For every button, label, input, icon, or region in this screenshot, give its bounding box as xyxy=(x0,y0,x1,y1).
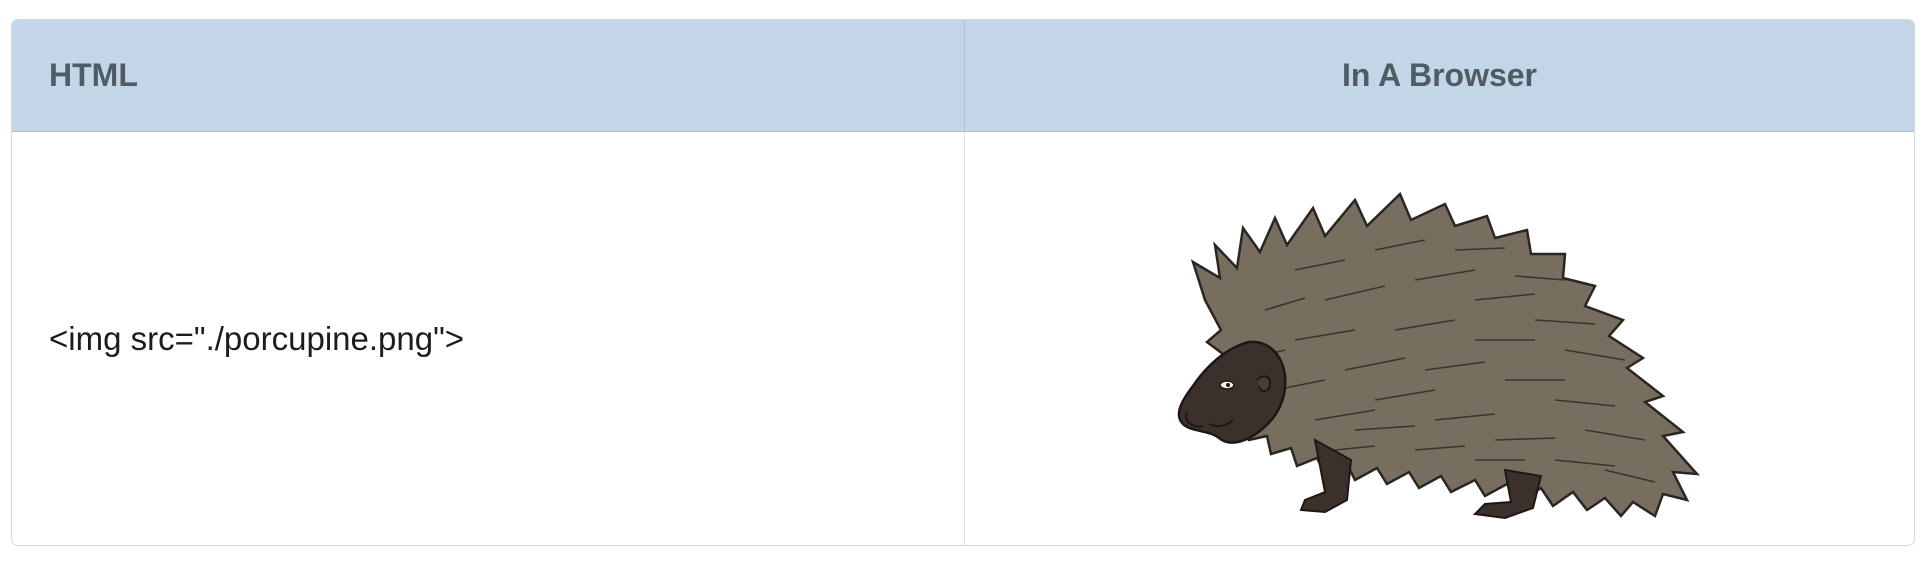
comparison-table: HTML In A Browser <img src="./porcupine.… xyxy=(11,19,1915,546)
porcupine-quills xyxy=(1190,191,1701,518)
header-in-a-browser: In A Browser xyxy=(1342,57,1537,93)
porcupine-pupil xyxy=(1226,383,1230,387)
code-cell: <img src="./porcupine.png"> xyxy=(12,132,965,545)
porcupine-front-leg xyxy=(1299,438,1353,514)
table-header-row: HTML In A Browser xyxy=(12,20,1914,132)
porcupine-head xyxy=(1177,340,1287,444)
porcupine-nose xyxy=(1185,411,1204,428)
porcupine-back-leg xyxy=(1472,468,1543,520)
porcupine-mouth xyxy=(1208,419,1234,428)
porcupine-image xyxy=(1177,191,1701,520)
porcupine-ear xyxy=(1256,375,1271,393)
quill-texture xyxy=(1244,239,1656,483)
rendered-image-cell xyxy=(965,132,1914,545)
table-row: <img src="./porcupine.png"> xyxy=(12,132,1914,545)
header-html: HTML xyxy=(12,20,965,131)
